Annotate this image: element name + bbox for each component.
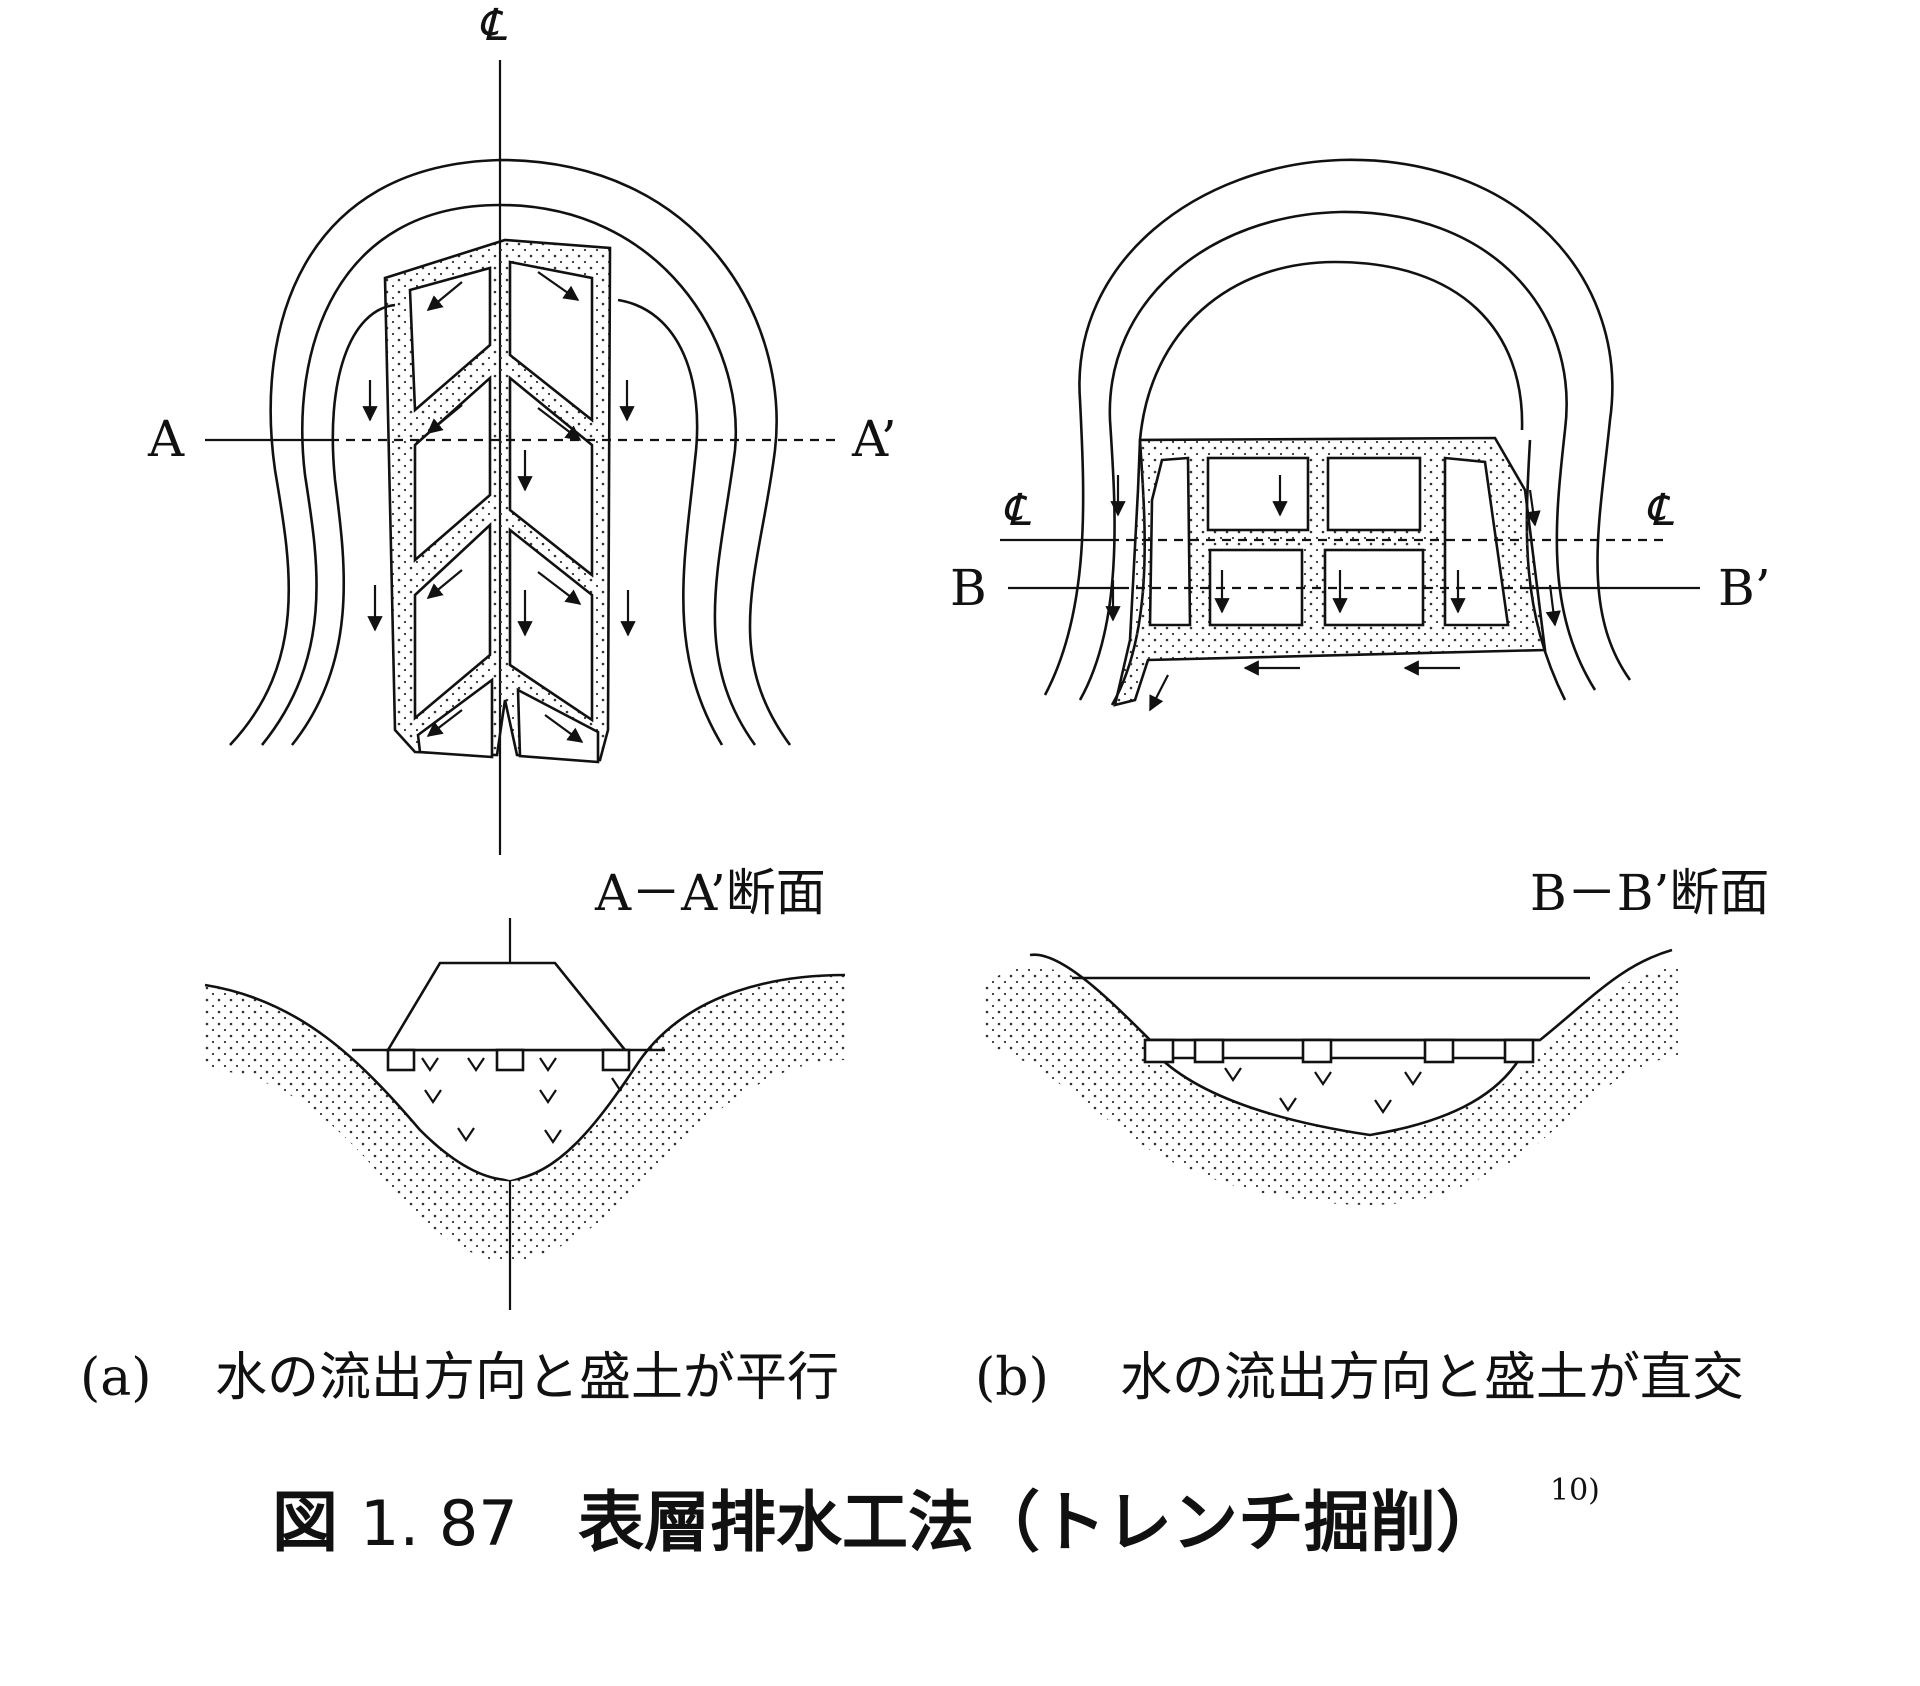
panel-b-cell: [1206, 456, 1310, 532]
drain-pipe: [1423, 1038, 1455, 1064]
flow-arrow: [426, 404, 463, 434]
panel-a-cell: [416, 677, 494, 759]
panel-a-cell: [508, 260, 594, 423]
flow-mark: [467, 1057, 485, 1072]
flow-arrow: [426, 709, 463, 737]
flow-mark: [421, 1057, 439, 1072]
flow-mark: [1314, 1071, 1332, 1086]
panel-a-cell: [413, 522, 492, 721]
flow-mark: [1374, 1099, 1392, 1114]
panel-b-cell: [1148, 456, 1192, 627]
flow-arrow: [537, 571, 582, 605]
drain-pipe: [601, 1048, 631, 1072]
panel-a-contour-middle: [260, 203, 757, 746]
panel-a-cell: [516, 687, 600, 764]
figure-title-prefix: 図: [272, 1484, 338, 1561]
drain-pipe: [495, 1048, 525, 1072]
panel-b-contour-middle: [1078, 210, 1597, 701]
panel-b-cell: [1326, 456, 1422, 532]
panel-a-contour-inner: [290, 298, 724, 746]
flow-mark: [1224, 1067, 1242, 1082]
panel-a-section-label: A－A’断面: [594, 864, 826, 922]
flow-mark: [1404, 1071, 1422, 1086]
panel-b-centerline-left-symbol: ℄: [1002, 485, 1031, 536]
panel-b-section-label: B－B’断面: [1530, 864, 1769, 922]
flow-arrow: [1545, 584, 1561, 627]
panel-b-cell: [1443, 456, 1510, 627]
panel-b-soil-band: [985, 965, 1680, 1205]
panel-b-plan: ℄ ℄ B B’: [950, 158, 1771, 712]
panel-a-fill-body: [350, 1050, 630, 1180]
panel-b-line-left-label: B: [950, 559, 987, 617]
panel-b-fill-body: [1156, 1056, 1523, 1137]
flow-arrow: [537, 271, 580, 301]
figure-title: 図 1. 87 表層排水工法（トレンチ掘削） 10): [272, 1473, 1600, 1561]
figure-number: 1. 87: [360, 1487, 518, 1560]
flow-arrow: [1525, 489, 1541, 527]
panel-b-contour-outer: [1043, 158, 1632, 696]
panel-b-section: B－B’断面: [985, 864, 1769, 1205]
panel-a-ground-line: [204, 973, 846, 1182]
panel-a-centerline-symbol: ℄: [478, 0, 507, 51]
flow-mark: [424, 1089, 442, 1104]
figure-title-text: 表層排水工法（トレンチ掘削）: [578, 1484, 1502, 1561]
panel-a-soil-band: [205, 975, 845, 1262]
panel-a-section: A－A’断面: [204, 864, 846, 1310]
flow-mark: [544, 1129, 562, 1144]
flow-arrow: [537, 407, 582, 441]
flow-mark: [611, 1077, 629, 1092]
panel-b-caption: 水の流出方向と盛土が直交: [1120, 1348, 1744, 1408]
flow-arrow: [1149, 674, 1169, 712]
panel-a-cell: [508, 527, 594, 723]
drain-pipe: [1193, 1038, 1225, 1064]
panel-a-contour-outer: [229, 158, 792, 746]
panel-b-contour-top: [1138, 260, 1524, 441]
flow-mark: [1279, 1097, 1297, 1112]
flow-arrow: [426, 569, 463, 599]
flow-mark: [539, 1057, 557, 1072]
panel-b-line-right-label: B’: [1718, 559, 1771, 617]
flow-arrow: [426, 281, 463, 311]
drain-pipe: [1143, 1038, 1175, 1064]
drain-pipe: [386, 1048, 416, 1072]
drain-pipe: [1301, 1038, 1333, 1064]
panel-b-caption-id: (b): [975, 1348, 1049, 1408]
panel-a-line-left-label: A: [147, 410, 185, 468]
panel-a-embankment: [385, 961, 628, 1052]
flow-arrow: [544, 714, 584, 743]
figure-reference: 10): [1550, 1473, 1600, 1508]
panel-a-line-right-label: A’: [851, 410, 897, 468]
flow-mark: [539, 1089, 557, 1104]
panel-a-caption-id: (a): [80, 1348, 152, 1408]
panel-a-caption: 水の流出方向と盛土が平行: [215, 1348, 839, 1408]
panel-a-plan: ℄ A A’: [147, 0, 897, 855]
panel-captions: (a) 水の流出方向と盛土が平行 (b) 水の流出方向と盛土が直交: [80, 1348, 1744, 1408]
panel-b-centerline-right-symbol: ℄: [1645, 485, 1674, 536]
panel-a-cell: [413, 375, 492, 563]
flow-mark: [457, 1127, 475, 1142]
panel-a-cell: [508, 375, 594, 578]
drain-pipe: [1503, 1038, 1535, 1064]
